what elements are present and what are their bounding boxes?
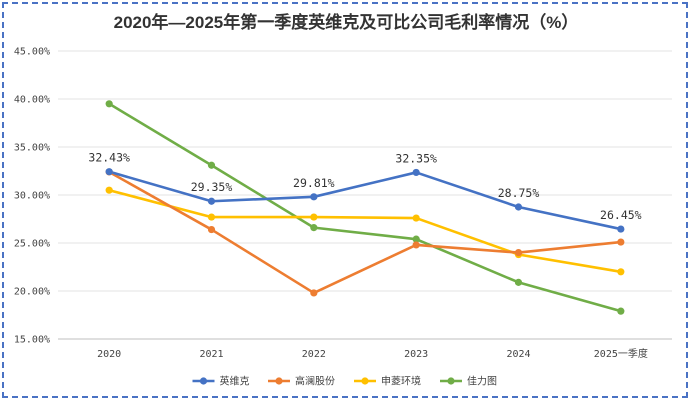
series-line	[108, 102, 622, 313]
x-tick-label: 2025一季度	[594, 347, 648, 360]
legend-label: 高澜股份	[295, 375, 335, 388]
x-tick-label: 2021	[199, 349, 223, 360]
y-tick-label: 40.00%	[14, 95, 50, 106]
data-point	[310, 213, 318, 221]
data-point	[617, 268, 625, 276]
x-tick-label: 2024	[506, 349, 530, 360]
legend-item: 英维克	[192, 375, 250, 388]
data-point	[514, 278, 523, 286]
data-point	[105, 168, 113, 176]
data-label: 26.45%	[600, 208, 642, 222]
x-tick-label: 2023	[404, 349, 428, 360]
legend-marker	[447, 377, 455, 385]
legend-label: 佳力图	[467, 375, 497, 388]
data-label: 32.35%	[395, 151, 437, 165]
data-point	[617, 225, 625, 233]
chart-frame	[2, 2, 688, 398]
legend-label: 申菱环境	[381, 375, 421, 388]
data-point	[105, 100, 113, 108]
y-tick-label: 35.00%	[14, 143, 50, 154]
series-line	[108, 170, 622, 231]
y-tick-label: 15.00%	[14, 335, 50, 346]
data-point	[412, 241, 420, 249]
data-label: 29.81%	[293, 176, 335, 190]
legend-label: 英维克	[220, 375, 250, 388]
x-tick-label: 2020	[97, 349, 121, 360]
data-point	[310, 289, 318, 297]
data-point	[310, 224, 318, 232]
data-point	[617, 307, 625, 315]
data-point	[412, 235, 420, 243]
legend-marker	[199, 377, 208, 385]
data-point	[412, 168, 420, 177]
data-point	[207, 161, 216, 169]
data-point	[514, 249, 523, 257]
series-line	[108, 170, 621, 295]
legend-item: 高澜股份	[268, 375, 335, 388]
data-label: 32.43%	[88, 151, 130, 165]
legend-item: 佳力图	[440, 375, 497, 388]
y-tick-label: 20.00%	[14, 287, 50, 298]
data-point	[207, 197, 216, 205]
x-tick-label: 2022	[302, 349, 326, 360]
y-tick-label: 25.00%	[14, 239, 50, 250]
legend-marker	[361, 377, 369, 385]
y-tick-label: 45.00%	[14, 47, 50, 58]
data-label: 28.75%	[498, 186, 540, 200]
data-point	[207, 225, 216, 234]
data-point	[514, 203, 523, 211]
chart-title: 2020年—2025年第一季度英维克及可比公司毛利率情况（%）	[113, 13, 579, 32]
data-point	[207, 213, 216, 221]
y-tick-label: 30.00%	[14, 191, 50, 202]
legend-item: 申菱环境	[354, 375, 421, 388]
data-label: 29.35%	[191, 180, 233, 194]
legend-marker	[275, 377, 283, 385]
data-point	[105, 186, 113, 194]
data-point	[412, 214, 420, 222]
series-line	[108, 188, 622, 274]
data-point	[617, 238, 625, 246]
data-point	[310, 193, 318, 201]
